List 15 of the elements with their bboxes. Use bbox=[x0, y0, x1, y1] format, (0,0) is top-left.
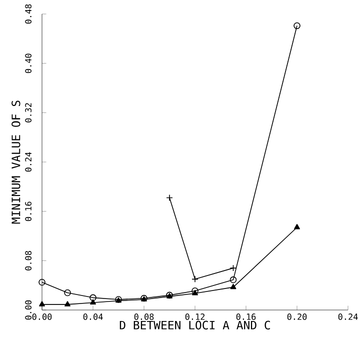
y-tick-label: 0.08 bbox=[25, 251, 32, 270]
x-tick-label: 0.00 bbox=[32, 314, 52, 320]
x-tick-label: 0.04 bbox=[83, 314, 103, 320]
y-tick-label: 0.16 bbox=[25, 202, 32, 221]
y-tick-label: 0.24 bbox=[25, 152, 32, 172]
y-tick-label: 0.40 bbox=[25, 54, 32, 73]
x-tick-label: 0.20 bbox=[287, 314, 307, 320]
y-axis-title: MINIMUM VALUE OF S bbox=[12, 100, 20, 224]
x-tick-label: 0.08 bbox=[134, 314, 154, 320]
x-tick-label: 0.12 bbox=[185, 314, 204, 320]
y-tick-label: 0.32 bbox=[25, 103, 32, 122]
y-tick-label: 0.48 bbox=[25, 4, 32, 24]
x-tick-label: 0.16 bbox=[236, 314, 256, 320]
x-axis-title: D BETWEEN LOCI A AND C bbox=[120, 320, 270, 330]
x-tick-label: 0.24 bbox=[338, 314, 358, 320]
